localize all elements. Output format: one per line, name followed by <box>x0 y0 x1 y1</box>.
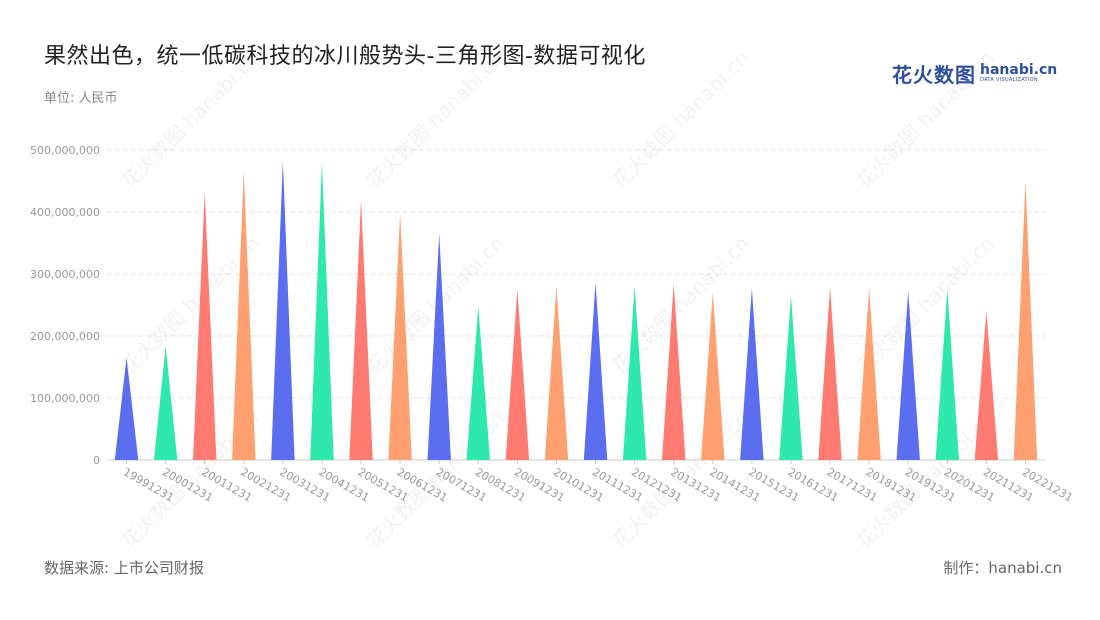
triangle-bar <box>153 346 178 460</box>
triangle-bar <box>271 161 295 460</box>
logo-cn-text: 花火数图 <box>892 62 976 87</box>
y-tick-label: 400,000,000 <box>30 206 100 219</box>
triangle-bar <box>740 288 764 460</box>
brand-logo: 花火数图 hanabi.cn DATA VISUALIZATION <box>892 58 1057 88</box>
maker-credit: 制作：hanabi.cn <box>943 559 1062 577</box>
triangle-bar <box>1013 181 1038 460</box>
triangle-bar <box>857 288 881 460</box>
triangle-bar <box>935 288 960 460</box>
axis-layer: 0 100,000,000 200,000,000 300,000,000 400,00… <box>30 144 1045 467</box>
triangle-bar <box>974 311 999 460</box>
triangle-bar <box>622 286 647 460</box>
unit-label: 单位: 人民币 <box>44 91 118 106</box>
chart-title: 果然出色，统一低碳科技的冰川般势头-三角形图-数据可视化 <box>44 44 646 69</box>
triangle-bar <box>349 199 373 460</box>
triangle-bar <box>388 213 412 460</box>
triangle-bar <box>232 171 256 460</box>
watermark-text: 花火数图 hanabi.cn <box>117 46 264 193</box>
triangle-bar <box>505 288 530 460</box>
triangle-bar <box>818 287 842 460</box>
watermark-text: 花火数图 hanabi.cn <box>607 46 754 193</box>
data-source: 数据来源: 上市公司财报 <box>44 559 204 577</box>
triangle-bar <box>544 286 569 460</box>
triangle-bar <box>427 233 451 460</box>
y-tick-label: 200,000,000 <box>30 330 100 343</box>
bar-layer <box>114 161 1038 460</box>
y-tick-label: 300,000,000 <box>30 268 100 281</box>
watermark-text: 花火数图 hanabi.cn <box>362 46 509 193</box>
watermark-text: 花火数图 hanabi.cn <box>607 231 754 378</box>
triangle-bar <box>310 162 334 460</box>
triangle-bar <box>114 357 139 460</box>
logo-en-text: hanabi.cn <box>980 61 1058 78</box>
logo-sub-text: DATA VISUALIZATION <box>980 76 1038 83</box>
triangle-bar <box>192 192 217 460</box>
y-tick-label: 500,000,000 <box>30 144 100 157</box>
y-tick-label: 100,000,000 <box>30 392 100 405</box>
triangle-bar <box>779 295 803 460</box>
triangle-bar <box>661 283 686 460</box>
watermark-text: 花火数图 hanabi.cn <box>852 46 999 193</box>
triangle-bar <box>583 282 608 460</box>
triangle-bar <box>466 306 491 460</box>
y-tick-label: 0 <box>93 454 100 467</box>
triangle-bar <box>701 292 725 460</box>
triangle-bar <box>896 291 920 460</box>
logo-en-block: hanabi.cn DATA VISUALIZATION <box>980 63 1057 84</box>
